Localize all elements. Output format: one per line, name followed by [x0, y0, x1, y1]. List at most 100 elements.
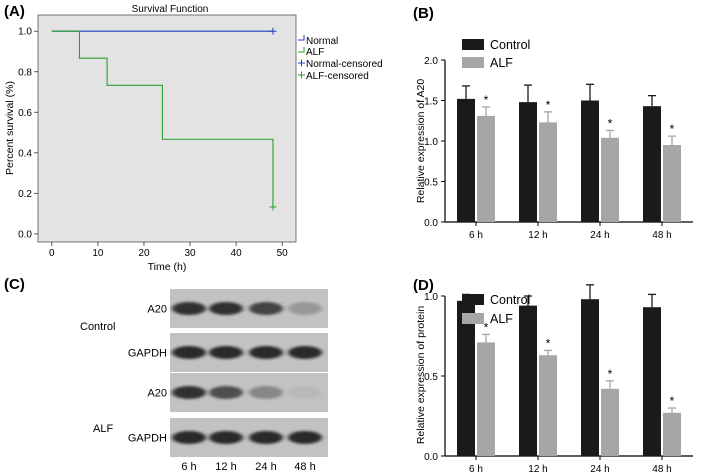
- blot-band: [288, 431, 322, 444]
- survival-y-tick-label: 0.4: [18, 148, 32, 159]
- survival-plot-area: [37, 14, 297, 243]
- b-bar-alf: [663, 145, 681, 222]
- b-bar-alf: [601, 137, 619, 222]
- d-y-tick-label: 1.0: [424, 292, 438, 303]
- d-x-tick-label: 24 h: [590, 464, 609, 475]
- blot-band: [172, 431, 206, 444]
- blot-group-control: Control: [80, 321, 115, 333]
- b-bar-control: [643, 106, 661, 222]
- d-bar-control: [581, 299, 599, 456]
- blot-band: [209, 431, 243, 444]
- blot-band: [209, 346, 243, 359]
- b-legend-control-swatch: [462, 39, 484, 50]
- d-y-tick-label: 0.5: [424, 372, 438, 383]
- b-significance-star: *: [546, 98, 551, 112]
- blot-lane-label: 12 h: [215, 461, 236, 473]
- d-legend-control: Control: [490, 293, 530, 307]
- survival-x-label: Time (h): [148, 261, 187, 273]
- survival-y-tick-label: 1.0: [18, 27, 32, 38]
- blot-band: [172, 346, 206, 359]
- b-bar-control: [581, 100, 599, 222]
- d-y-tick-label: 0.0: [424, 452, 438, 463]
- survival-x-tick-label: 50: [277, 248, 289, 259]
- b-bar-alf: [477, 115, 495, 222]
- b-x-tick-label: 48 h: [652, 230, 671, 241]
- b-bar-alf: [539, 122, 557, 222]
- b-y-tick-label: 1.5: [424, 97, 438, 108]
- panel-label-d: (D): [413, 277, 434, 294]
- western-blot: A20 GAPDH A20 GAPDH Control ALF 6 h 12 h 24 h…: [80, 289, 328, 473]
- d-x-tick-label: 6 h: [469, 464, 483, 475]
- survival-x-tick-label: 20: [138, 248, 150, 259]
- b-significance-star: *: [484, 93, 489, 107]
- survival-x-tick-label: 30: [184, 248, 196, 259]
- b-y-tick-label: 1.0: [424, 137, 438, 148]
- survival-line-alf: [51, 30, 274, 207]
- b-significance-star: *: [608, 116, 613, 130]
- blot-band: [249, 302, 283, 315]
- b-legend-alf-swatch: [462, 57, 484, 68]
- b-bar-control: [519, 102, 537, 222]
- blot-band: [249, 431, 283, 444]
- d-bar-alf: [663, 412, 681, 456]
- legend-normal-censored: Normal-censored: [306, 59, 383, 70]
- blot-group-alf: ALF: [93, 423, 113, 435]
- survival-x-tick-label: 40: [231, 248, 243, 259]
- legend-normal: Normal: [306, 36, 338, 47]
- b-y-tick-label: 0.0: [424, 218, 438, 229]
- b-x-tick-label: 24 h: [590, 230, 609, 241]
- b-legend-control: Control: [490, 38, 530, 52]
- d-bar-alf: [477, 342, 495, 456]
- d-significance-star: *: [670, 394, 675, 408]
- blot-band: [288, 302, 322, 315]
- blot-band: [209, 302, 243, 315]
- blot-band: [172, 386, 206, 399]
- protein-expression-chart: Relative expression of protein 0.0 0.5 1.0…: [415, 284, 693, 475]
- blot-lane-label: 48 h: [294, 461, 315, 473]
- survival-x-tick-label: 0: [49, 248, 55, 259]
- blot-lane-label: 6 h: [181, 461, 196, 473]
- d-legend-alf-swatch: [462, 313, 484, 324]
- blot-row-label: A20: [147, 388, 167, 400]
- blot-band: [209, 386, 243, 399]
- a20-expression-chart: Relative expression of A20 0.0 0.5 1.0 1.5 2…: [415, 38, 693, 241]
- survival-y-tick-label: 0.2: [18, 189, 32, 200]
- legend-alf: ALF: [306, 47, 324, 58]
- survival-y-tick-label: 0.8: [18, 67, 32, 78]
- survival-title: Survival Function: [132, 4, 209, 15]
- blot-band: [249, 346, 283, 359]
- panel-label-c: (C): [4, 276, 25, 293]
- legend-alf-censored: ALF-censored: [306, 71, 369, 82]
- blot-row-label: GAPDH: [128, 433, 167, 445]
- blot-band: [288, 346, 322, 359]
- d-bar-alf: [601, 388, 619, 456]
- survival-y-tick-label: 0.0: [18, 229, 32, 240]
- blot-band: [249, 386, 283, 399]
- b-x-tick-label: 12 h: [528, 230, 547, 241]
- panel-label-a: (A): [4, 3, 25, 20]
- blot-row-label: A20: [147, 304, 167, 316]
- d-legend-control-swatch: [462, 294, 484, 305]
- d-significance-star: *: [484, 320, 489, 334]
- blot-lane-label: 24 h: [255, 461, 276, 473]
- d-x-tick-label: 12 h: [528, 464, 547, 475]
- b-legend-alf: ALF: [490, 56, 513, 70]
- survival-y-tick-label: 0.6: [18, 108, 32, 119]
- d-bar-alf: [539, 355, 557, 456]
- d-significance-star: *: [608, 367, 613, 381]
- survival-chart: Survival Function Time (h) Percent survi…: [4, 4, 383, 273]
- d-x-tick-label: 48 h: [652, 464, 671, 475]
- survival-y-label: Percent survival (%): [4, 81, 16, 175]
- blot-band: [172, 302, 206, 315]
- survival-legend: Normal ALF Normal-censored ALF-censored: [298, 35, 383, 82]
- blot-band: [288, 386, 322, 399]
- b-y-tick-label: 2.0: [424, 56, 438, 67]
- d-significance-star: *: [546, 336, 551, 350]
- survival-x-tick-label: 10: [92, 248, 104, 259]
- b-bar-control: [457, 98, 475, 222]
- blot-row-label: GAPDH: [128, 348, 167, 360]
- b-y-tick-label: 0.5: [424, 178, 438, 189]
- d-legend: Control ALF: [462, 293, 530, 326]
- d-bar-control: [457, 300, 475, 456]
